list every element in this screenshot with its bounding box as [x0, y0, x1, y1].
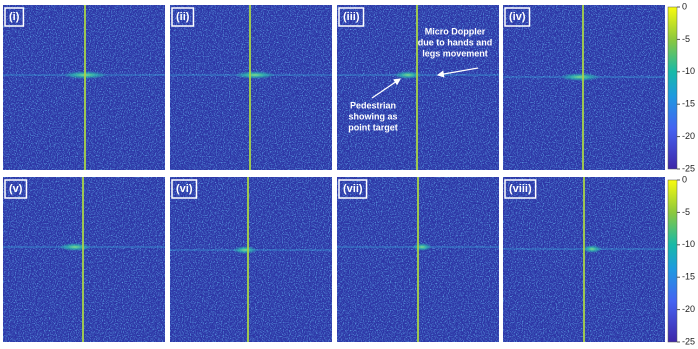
- target-blob: [412, 243, 432, 251]
- colorbar-tick-label: -5: [682, 207, 690, 217]
- colorbar-tick-label: 0: [682, 174, 687, 184]
- colorbar-tick-label: -25: [682, 336, 695, 346]
- panel-label-box: [171, 179, 198, 199]
- panel-label-box: [338, 179, 368, 199]
- target-blob: [59, 243, 91, 251]
- target-blob: [560, 73, 600, 81]
- annotation: due to hands and: [418, 37, 493, 47]
- target-blob: [394, 71, 422, 79]
- colorbar: [667, 6, 678, 170]
- panel-label: (v): [9, 183, 23, 195]
- panel-label: (i): [9, 11, 20, 23]
- annotation: point target: [348, 122, 398, 132]
- colorbar-tick-label: 0: [682, 1, 687, 11]
- panel-label: (vii): [343, 183, 363, 195]
- colorbar-tick-label: -15: [682, 99, 695, 109]
- annotation: Pedestrian: [350, 100, 396, 110]
- colorbar-tick-label: -20: [682, 304, 695, 314]
- panel-label-box: [338, 7, 365, 27]
- panel-label-box: [171, 7, 195, 27]
- target-blob: [233, 246, 257, 254]
- colorbar-tick-label: -15: [682, 272, 695, 282]
- panel-label-box: [4, 179, 28, 199]
- colorbar: [667, 179, 678, 343]
- panel-label-box: [504, 179, 537, 199]
- panel-label-box: [504, 7, 531, 27]
- panel-label: (vi): [176, 183, 193, 195]
- annotation: legs movement: [422, 48, 488, 58]
- panel-label: (ii): [176, 11, 190, 23]
- panel-label: (iii): [343, 11, 360, 23]
- panel-label: (viii): [509, 183, 532, 195]
- colorbar-tick-label: -10: [682, 239, 695, 249]
- target-blob: [235, 71, 275, 79]
- colorbar-tick-label: -5: [682, 34, 690, 44]
- colorbar-tick-label: -10: [682, 66, 695, 76]
- heatmap-noise: [170, 177, 332, 342]
- annotation-arrow: [371, 78, 401, 99]
- panel-label-box: [4, 7, 25, 27]
- annotation-arrow: [436, 67, 479, 78]
- annotation: showing as: [348, 111, 397, 121]
- colorbar-tick-label: -20: [682, 131, 695, 141]
- target-blob: [582, 245, 602, 253]
- panel-label: (iv): [509, 11, 526, 23]
- colorbar-tick-label: -25: [682, 163, 695, 173]
- annotation: Micro Doppler: [425, 26, 486, 36]
